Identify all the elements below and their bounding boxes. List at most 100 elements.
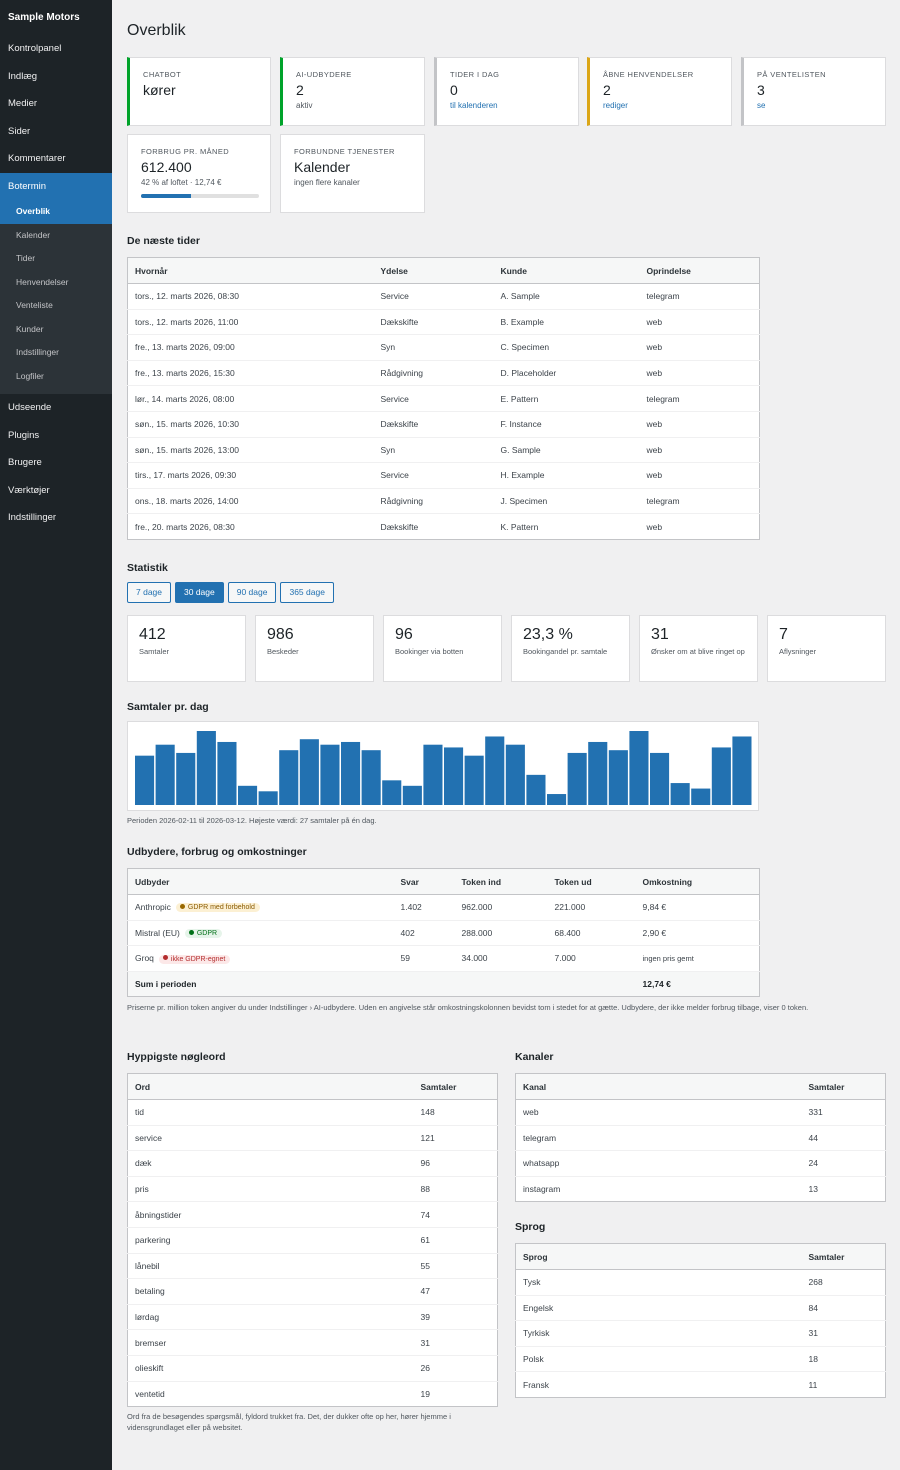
statistics-title: Statistik	[127, 562, 168, 574]
menu-item-brugere[interactable]: Brugere	[8, 457, 42, 468]
card-ai-providers: AI-UDBYDERE 2 aktiv	[280, 57, 425, 126]
table-cell: 148	[413, 1099, 498, 1126]
column-header[interactable]: Kanal	[515, 1073, 802, 1100]
submenu-item-venteliste[interactable]: Venteliste	[16, 300, 53, 310]
column-header[interactable]: Sprog	[515, 1243, 802, 1270]
submenu-item-kunder[interactable]: Kunder	[16, 323, 44, 334]
submenu-item-kalender[interactable]: Kalender	[16, 229, 51, 240]
chart-bar	[608, 750, 628, 805]
menu-item-kontrolpanel[interactable]: Kontrolpanel	[8, 43, 62, 54]
table-header-row: Hvornår Ydelse Kunde Oprindelse	[127, 257, 760, 284]
table-cell: 88	[413, 1176, 498, 1203]
provider-cell: Mistral (EU) GDPR	[127, 920, 394, 947]
menu-item-indstillinger[interactable]: Indstillinger	[8, 512, 57, 523]
submenu-item-indstillinger[interactable]: Indstillinger	[16, 347, 59, 357]
table-cell: 19	[420, 1388, 430, 1399]
table-row: lånebil 55	[127, 1253, 498, 1280]
column-header[interactable]: Ord	[127, 1073, 414, 1100]
table-cell: service	[127, 1125, 414, 1152]
site-name[interactable]: Sample Motors	[8, 12, 80, 23]
table-cell: 1.402	[393, 894, 455, 921]
column-header[interactable]: Oprindelse	[639, 257, 760, 284]
column-header[interactable]: Token ind	[454, 868, 548, 895]
table-cell: J. Specimen	[493, 488, 640, 515]
card-value: Kalender	[294, 159, 351, 175]
table-cell: Polsk	[515, 1346, 802, 1373]
column-header[interactable]: Omkostning	[635, 868, 760, 895]
submenu-item-tider[interactable]: Tider	[16, 253, 36, 263]
chart-bar	[155, 744, 175, 805]
table-row: whatsapp 24	[515, 1150, 886, 1177]
calendar-link[interactable]: til kalenderen	[450, 101, 498, 110]
stat-tile-conversations: 412 Samtaler	[127, 615, 246, 682]
table-cell: Dækskifte	[373, 411, 494, 438]
table-row: tors., 12. marts 2026, 11:00 Dækskifte B. …	[127, 309, 760, 336]
range-button-365[interactable]: 365 dage	[280, 582, 334, 603]
table-cell: Rådgivning	[373, 488, 494, 515]
menu-item-medier[interactable]: Medier	[8, 98, 38, 109]
chart-bar	[382, 780, 402, 805]
column-header[interactable]: Samtaler	[801, 1243, 886, 1270]
table-cell: whatsapp	[515, 1150, 802, 1177]
chart-bar	[629, 731, 649, 805]
table-row: olieskift 26	[127, 1355, 498, 1382]
column-header[interactable]: Kunde	[493, 257, 640, 284]
table-cell: telegram	[639, 488, 760, 515]
table-cell: tid	[127, 1099, 414, 1126]
submenu-item-henvendelser[interactable]: Henvendelser	[16, 276, 69, 287]
chart-bar	[526, 774, 546, 805]
gdpr-badge: GDPR med forbehold	[175, 903, 260, 913]
menu-item-vaerktoejer[interactable]: Værktøjer	[8, 484, 50, 496]
botermin-submenu: Overblik Kalender Tider Henvendelser Ven…	[0, 200, 112, 394]
menu-item-udseende[interactable]: Udseende	[8, 402, 52, 413]
menu-item-botermin[interactable]: Botermin	[0, 172, 112, 200]
column-header[interactable]: Hvornår	[127, 257, 374, 284]
table-cell: 962.000	[454, 894, 548, 921]
chart-bar	[279, 750, 299, 805]
gdpr-badge-label: GDPR	[196, 930, 218, 938]
table-cell: tors., 12. marts 2026, 11:00	[127, 309, 374, 336]
submenu-item-overblik[interactable]: Overblik	[0, 200, 112, 224]
column-header[interactable]: Udbyder	[127, 868, 394, 895]
table-cell: dæk	[127, 1150, 414, 1177]
table-row: søn., 15. marts 2026, 10:30 Dækskifte F. I…	[127, 411, 760, 438]
sum-value: 12,74 €	[635, 971, 760, 997]
table-row: ons., 18. marts 2026, 14:00 Rådgivning J. …	[127, 488, 760, 515]
table-cell: web	[646, 521, 663, 532]
menu-item-kommentarer[interactable]: Kommentarer	[8, 153, 66, 164]
chart-bar	[567, 752, 587, 805]
table-cell: B. Example	[493, 309, 640, 336]
channels-table: Kanal Samtaler web 331 telegram 44 whatsapp 2…	[515, 1073, 886, 1203]
column-header[interactable]: Svar	[393, 868, 455, 895]
column-header[interactable]: Token ud	[547, 868, 636, 895]
column-header[interactable]: Samtaler	[801, 1073, 886, 1100]
column-header[interactable]: Ydelse	[373, 257, 494, 284]
table-cell: ingen pris gemt	[635, 945, 760, 972]
table-row: Polsk 18	[515, 1346, 886, 1373]
edit-inquiries-link[interactable]: rediger	[603, 101, 628, 110]
menu-item-indlaeg[interactable]: Indlæg	[8, 70, 38, 82]
range-button-90[interactable]: 90 dage	[227, 582, 277, 603]
provider-cell: Anthropic GDPR med forbehold	[127, 894, 394, 921]
chart-bar	[402, 785, 422, 805]
table-row: telegram 44	[515, 1125, 886, 1152]
column-header[interactable]: Samtaler	[413, 1073, 498, 1100]
table-row: instagram 13	[516, 1176, 886, 1202]
submenu-item-logfiler[interactable]: Logfiler	[16, 370, 44, 381]
card-label: FORBUNDNE TJENESTER	[294, 147, 395, 156]
table-row: lørdag 39	[127, 1304, 498, 1331]
see-waitlist-link[interactable]: se	[757, 101, 766, 110]
status-dot-icon	[162, 955, 168, 961]
stat-tile-cancellations: 7 Aflysninger	[767, 615, 886, 682]
admin-sidebar: Sample Motors Kontrolpanel Indlæg Medier…	[0, 0, 112, 1470]
table-cell: 47	[413, 1278, 498, 1305]
chart-bar	[444, 747, 464, 805]
range-button-30[interactable]: 30 dage	[175, 582, 224, 603]
gdpr-badge: GDPR	[184, 929, 223, 939]
card-connected-services: FORBUNDNE TJENESTER Kalender ingen flere…	[280, 134, 425, 213]
menu-item-plugins[interactable]: Plugins	[8, 429, 40, 441]
range-button-7[interactable]: 7 dage	[127, 582, 171, 603]
menu-item-sider[interactable]: Sider	[8, 125, 31, 137]
stat-label: Samtaler	[139, 647, 170, 656]
card-times-today: TIDER I DAG 0 til kalenderen	[434, 57, 579, 126]
